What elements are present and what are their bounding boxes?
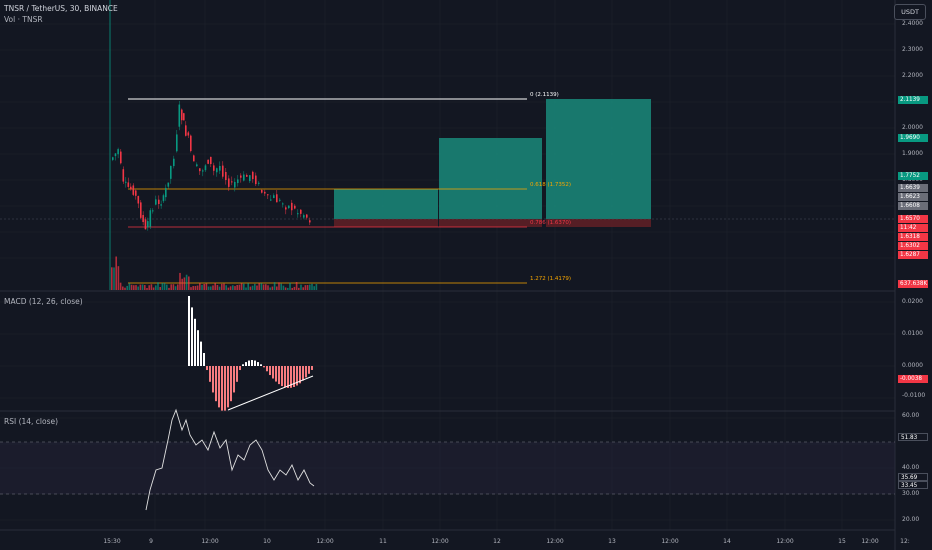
price-tag: 11:42 bbox=[898, 224, 928, 232]
time-label: 15 bbox=[838, 538, 846, 545]
time-label: 12: bbox=[900, 538, 910, 545]
time-label: 12:00 bbox=[546, 538, 564, 545]
macd-title[interactable]: MACD (12, 26, close) bbox=[4, 297, 83, 306]
price-tag: 1.6570 bbox=[898, 215, 928, 223]
volume-bars bbox=[111, 256, 318, 290]
volume-title[interactable]: Vol · TNSR bbox=[4, 15, 43, 24]
time-label: 15:30 bbox=[103, 538, 121, 545]
position-tool[interactable] bbox=[334, 99, 651, 227]
macd-tick: 0.0000 bbox=[902, 362, 923, 369]
time-label: 12:00 bbox=[316, 538, 334, 545]
macd-tick: 0.0200 bbox=[902, 298, 923, 305]
time-label: 12:00 bbox=[861, 538, 879, 545]
fib-label-1272: 1.272 (1.4179) bbox=[530, 276, 572, 282]
target-zone-2[interactable] bbox=[439, 138, 542, 219]
target-zone-3[interactable] bbox=[546, 99, 651, 219]
macd-value-tag: -0.0038 bbox=[898, 375, 928, 383]
time-label: 9 bbox=[149, 538, 153, 545]
currency-button[interactable]: USDT bbox=[894, 4, 926, 20]
rsi-band bbox=[0, 442, 895, 494]
price-tag: 2.1139 bbox=[898, 96, 928, 104]
time-label: 13 bbox=[608, 538, 616, 545]
time-label: 12:00 bbox=[776, 538, 794, 545]
rsi-title[interactable]: RSI (14, close) bbox=[4, 417, 59, 426]
time-label: 12:00 bbox=[431, 538, 449, 545]
rsi-tick: 30.00 bbox=[902, 490, 920, 497]
target-zone-1[interactable] bbox=[334, 189, 438, 219]
symbol-title[interactable]: TNSR / TetherUS, 30, BINANCE bbox=[4, 4, 118, 13]
price-tag: 1.6608 bbox=[898, 202, 928, 210]
rsi-value-tag: 33.45 bbox=[898, 481, 928, 489]
rsi-value-tag: 51.83 bbox=[898, 433, 928, 441]
price-tick: 2.3000 bbox=[902, 46, 923, 53]
price-tag: 1.9690 bbox=[898, 134, 928, 142]
fib-retracement[interactable] bbox=[128, 98, 527, 284]
fib-label-0: 0 (2.1139) bbox=[530, 92, 559, 98]
price-tag: 1.6302 bbox=[898, 242, 928, 250]
rsi-value-tag: 35.69 bbox=[898, 473, 928, 481]
price-tick: 1.9000 bbox=[902, 150, 923, 157]
price-tag: 637.638K bbox=[898, 280, 928, 288]
macd-tick: 0.0100 bbox=[902, 330, 923, 337]
stop-zone-2[interactable] bbox=[439, 219, 542, 227]
fib-label-786: 0.786 (1.6370) bbox=[530, 220, 572, 226]
time-label: 12:00 bbox=[661, 538, 679, 545]
rsi-tick: 20.00 bbox=[902, 516, 920, 523]
macd-trendline[interactable] bbox=[227, 375, 314, 411]
price-tick: 2.0000 bbox=[902, 124, 923, 131]
stop-zone-1[interactable] bbox=[334, 219, 438, 227]
macd-tick: -0.0100 bbox=[902, 392, 926, 399]
candlesticks[interactable] bbox=[112, 101, 311, 231]
price-tag: 1.6639 bbox=[898, 184, 928, 192]
time-label: 12 bbox=[493, 538, 501, 545]
price-tag: 1.7752 bbox=[898, 172, 928, 180]
price-tick: 2.2000 bbox=[902, 72, 923, 79]
price-tag: 1.6318 bbox=[898, 233, 928, 241]
time-label: 14 bbox=[723, 538, 731, 545]
rsi-tick: 60.00 bbox=[902, 412, 920, 419]
rsi-line bbox=[145, 408, 315, 511]
price-tag: 1.6287 bbox=[898, 251, 928, 259]
symbol-header[interactable]: TNSR / TetherUS, 30, BINANCE bbox=[4, 4, 124, 13]
fib-label-618: 0.618 (1.7352) bbox=[530, 182, 572, 188]
rsi-tick: 40.00 bbox=[902, 464, 920, 471]
price-tick: 2.4000 bbox=[902, 20, 923, 27]
stop-zone-3[interactable] bbox=[546, 219, 651, 227]
macd-histogram bbox=[188, 296, 313, 411]
time-label: 11 bbox=[379, 538, 387, 545]
time-label: 12:00 bbox=[201, 538, 219, 545]
price-tag: 1.6623 bbox=[898, 193, 928, 201]
time-label: 10 bbox=[263, 538, 271, 545]
chart-grid bbox=[0, 0, 895, 530]
